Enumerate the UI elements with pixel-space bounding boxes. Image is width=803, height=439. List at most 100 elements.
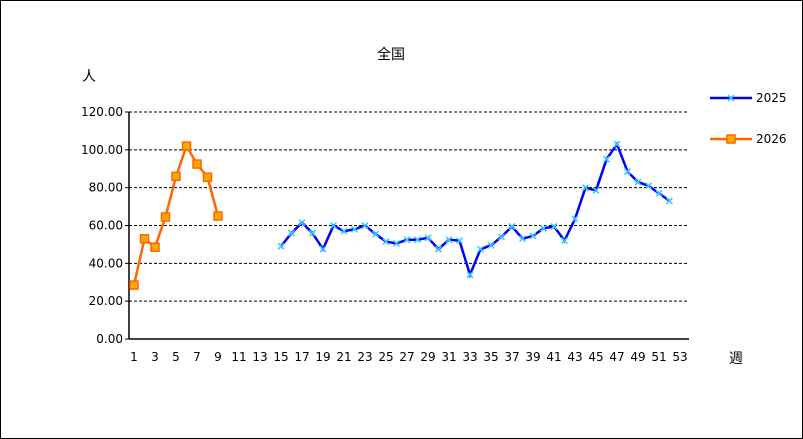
data-point-x — [392, 239, 401, 248]
x-tick-label: 37 — [504, 350, 519, 364]
data-point-x — [298, 219, 306, 227]
y-tick-label: 40.00 — [89, 256, 123, 270]
x-tick-label: 19 — [315, 350, 330, 364]
x-marker — [634, 178, 642, 186]
x-tick-label: 21 — [336, 350, 351, 364]
x-marker — [581, 184, 590, 192]
x-marker — [665, 197, 674, 205]
data-point-square — [160, 212, 171, 222]
y-axis-label: 人 — [82, 69, 96, 85]
data-point-x — [613, 140, 621, 148]
data-point-x — [602, 155, 611, 163]
data-point-x — [413, 236, 422, 244]
data-point-x — [277, 242, 285, 250]
data-point-x — [476, 245, 485, 253]
x-tick-label: 27 — [399, 350, 414, 364]
x-marker — [655, 189, 663, 197]
x-tick-label: 43 — [567, 350, 582, 364]
data-point-x — [550, 222, 558, 230]
data-point-x — [487, 241, 495, 249]
data-point-x — [571, 215, 579, 223]
data-point-square — [171, 171, 181, 182]
x-marker — [392, 239, 401, 248]
x-marker — [308, 229, 317, 237]
x-tick-label: 53 — [672, 350, 687, 364]
data-point-square — [202, 172, 213, 183]
data-point-square — [192, 159, 202, 169]
x-marker — [340, 227, 348, 235]
x-tick-label: 23 — [357, 350, 372, 364]
data-point-x — [497, 233, 506, 241]
series-line-2025 — [280, 141, 671, 279]
data-point-x — [581, 184, 590, 192]
x-marker — [508, 222, 516, 230]
x-marker — [350, 225, 359, 233]
x-tick-label: 3 — [151, 350, 159, 364]
y-tick-label: 0.00 — [96, 332, 123, 346]
x-tick-label: 29 — [420, 350, 435, 364]
data-point-x — [403, 236, 411, 244]
data-point-x — [361, 221, 369, 230]
data-point-x — [350, 225, 359, 233]
y-tick-label: 100.00 — [81, 143, 123, 157]
x-marker — [319, 245, 327, 253]
x-marker — [487, 241, 495, 249]
y-tick-label: 20.00 — [89, 294, 123, 308]
x-tick-label: 45 — [588, 350, 603, 364]
x-marker — [445, 236, 453, 244]
x-marker — [277, 242, 285, 250]
x-tick-label: 13 — [252, 350, 267, 364]
data-point-square — [726, 134, 736, 144]
y-tick-label: 120.00 — [81, 105, 123, 119]
x-marker — [613, 140, 621, 148]
x-tick-label: 41 — [546, 350, 561, 364]
series-line-2026 — [132, 143, 220, 286]
x-tick-label: 11 — [231, 350, 246, 364]
data-point-x — [424, 234, 432, 242]
data-point-square — [139, 233, 150, 244]
data-point-x — [634, 178, 642, 186]
x-tick-label: 31 — [441, 350, 456, 364]
x-marker — [727, 94, 735, 102]
data-point-x — [665, 197, 674, 205]
x-tick-label: 47 — [609, 350, 624, 364]
y-tick-label: 60.00 — [89, 219, 123, 233]
data-point-x — [340, 227, 348, 235]
x-marker — [298, 219, 306, 227]
data-point-x — [455, 237, 464, 245]
data-point-square — [181, 141, 192, 151]
x-tick-label: 49 — [630, 350, 645, 364]
legend-label-2026: 2026 — [756, 132, 787, 146]
x-tick-label: 1 — [130, 350, 138, 364]
x-marker — [644, 182, 653, 190]
data-point-x — [539, 224, 548, 232]
x-tick-label: 15 — [273, 350, 288, 364]
x-marker — [329, 221, 338, 230]
data-point-x — [382, 238, 390, 246]
data-point-x — [529, 232, 537, 240]
x-marker — [539, 224, 548, 232]
x-marker — [424, 234, 432, 242]
data-point-square — [213, 211, 223, 221]
data-point-x — [308, 229, 317, 237]
data-point-x — [727, 94, 735, 102]
x-marker — [287, 229, 296, 237]
x-marker — [382, 238, 390, 246]
x-marker — [413, 236, 422, 244]
x-marker — [518, 235, 527, 243]
data-point-x — [466, 271, 474, 279]
x-marker — [623, 168, 632, 176]
x-marker — [560, 237, 569, 245]
data-point-x — [329, 221, 338, 230]
data-point-x — [445, 236, 453, 244]
x-marker — [434, 245, 443, 253]
data-point-square — [129, 280, 139, 290]
x-marker — [371, 230, 380, 238]
x-tick-label: 17 — [294, 350, 309, 364]
data-point-x — [371, 230, 380, 238]
data-point-x — [592, 186, 600, 195]
data-point-x — [319, 245, 327, 253]
x-marker — [403, 236, 411, 244]
data-point-x — [623, 168, 632, 176]
x-marker — [361, 221, 369, 230]
